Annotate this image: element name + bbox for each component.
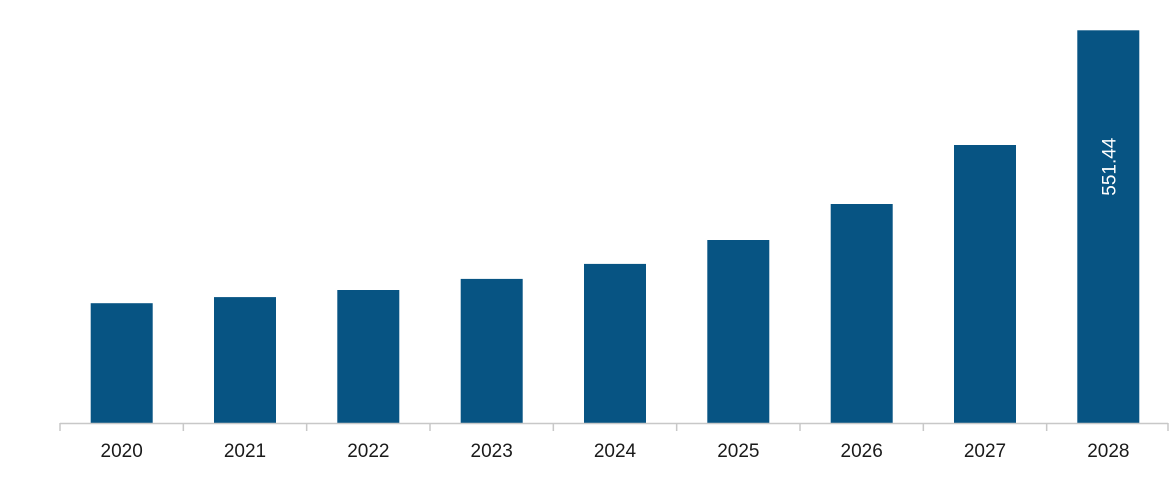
bar-2021 (214, 297, 276, 423)
bars-group (90, 30, 1140, 424)
x-tick-label-2027: 2027 (964, 441, 1006, 462)
bar-2026 (830, 204, 893, 423)
bar-2025 (707, 240, 770, 423)
x-tick-label-2028: 2028 (1087, 441, 1129, 462)
data-label-2028: 551.44 (1099, 137, 1120, 196)
labels-group: 551.44 2020 2021 2022 2023 2024 2025 2026 2027 20… (101, 137, 1130, 462)
x-tick-label-2025: 2025 (717, 441, 759, 462)
x-tick-label-2024: 2024 (594, 441, 637, 462)
x-tick-label-2021: 2021 (224, 441, 266, 462)
bar-2022 (337, 290, 400, 423)
x-tick-label-2020: 2020 (101, 441, 143, 462)
x-tick-label-2026: 2026 (841, 441, 883, 462)
bar-2027 (954, 145, 1016, 423)
x-tick-label-2023: 2023 (471, 441, 513, 462)
x-axis (59, 422, 1169, 431)
bar-2028 (1077, 30, 1140, 424)
bar-2024 (584, 263, 646, 423)
bar-2020 (90, 303, 153, 423)
bar-2023 (460, 278, 523, 423)
x-tick-label-2022: 2022 (347, 441, 389, 462)
